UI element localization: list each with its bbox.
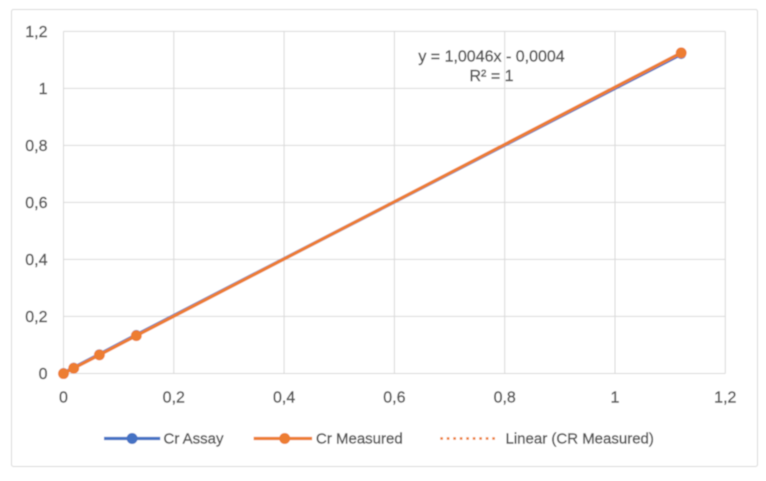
svg-text:1,2: 1,2 (25, 24, 47, 41)
svg-text:1: 1 (39, 81, 48, 98)
svg-text:0,8: 0,8 (494, 390, 516, 407)
svg-text:1,2: 1,2 (714, 390, 736, 407)
svg-text:Cr Assay: Cr Assay (164, 431, 225, 448)
svg-text:0,8: 0,8 (25, 138, 47, 155)
svg-text:0,2: 0,2 (163, 390, 185, 407)
svg-text:0,6: 0,6 (383, 390, 405, 407)
svg-text:0,4: 0,4 (25, 252, 47, 269)
svg-text:0,6: 0,6 (25, 195, 47, 212)
svg-text:0,4: 0,4 (273, 390, 295, 407)
svg-text:1: 1 (611, 390, 620, 407)
svg-text:0: 0 (39, 366, 48, 383)
svg-text:y = 1,0046x - 0,0004: y = 1,0046x - 0,0004 (418, 49, 564, 66)
svg-text:R² = 1: R² = 1 (469, 68, 513, 85)
svg-text:Linear (CR Measured): Linear (CR Measured) (506, 431, 654, 448)
svg-text:0,2: 0,2 (25, 309, 47, 326)
svg-text:Cr Measured: Cr Measured (316, 431, 403, 448)
svg-text:0: 0 (59, 390, 68, 407)
